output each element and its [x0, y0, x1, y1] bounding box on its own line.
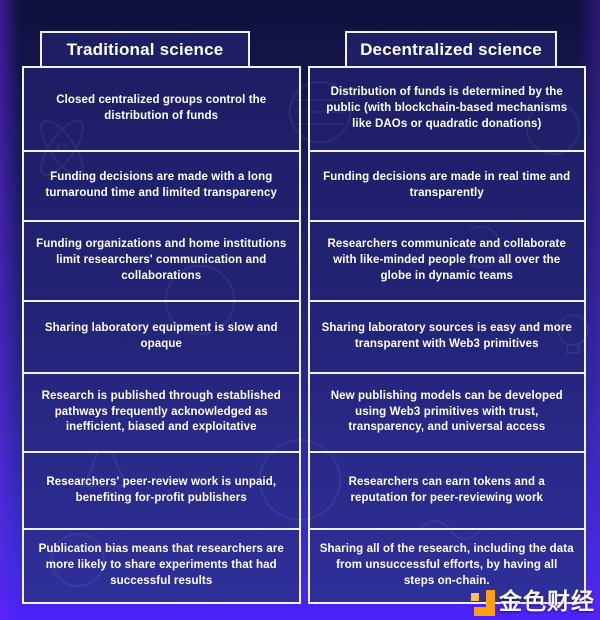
cell-row3-decentralized: Researchers communicate and collaborate …	[307, 222, 586, 302]
comparison-table: Closed centralized groups control the di…	[22, 66, 586, 604]
cell-row4-traditional: Sharing laboratory equipment is slow and…	[22, 302, 301, 374]
watermark-label: 金色财经	[499, 589, 595, 615]
cell-row5-decentralized: New publishing models can be developed u…	[307, 374, 586, 453]
header-traditional-science: Traditional science	[40, 31, 250, 68]
cell-row6-decentralized: Researchers can earn tokens and a reputa…	[307, 453, 586, 530]
header-traditional-label: Traditional science	[66, 39, 224, 59]
jinse-finance-watermark: 金色财经	[471, 582, 595, 616]
cell-row2-traditional: Funding decisions are made with a long t…	[22, 152, 301, 222]
cell-row6-traditional: Researchers' peer-review work is unpaid,…	[22, 453, 301, 530]
header-decentralized-label: Decentralized science	[360, 39, 542, 59]
cell-row1-traditional: Closed centralized groups control the di…	[22, 66, 301, 152]
header-decentralized-science: Decentralized science	[345, 31, 557, 68]
cell-row3-traditional: Funding organizations and home instituti…	[22, 222, 301, 302]
cell-row1-decentralized: Distribution of funds is determined by t…	[307, 66, 586, 152]
cell-row7-traditional: Publication bias means that researchers …	[22, 530, 301, 604]
cell-row5-traditional: Research is published through establishe…	[22, 374, 301, 453]
jinse-logo-icon	[471, 590, 495, 616]
cell-row2-decentralized: Funding decisions are made in real time …	[307, 152, 586, 222]
cell-row4-decentralized: Sharing laboratory sources is easy and m…	[307, 302, 586, 374]
cell-row7-decentralized: Sharing all of the research, including t…	[307, 530, 586, 604]
